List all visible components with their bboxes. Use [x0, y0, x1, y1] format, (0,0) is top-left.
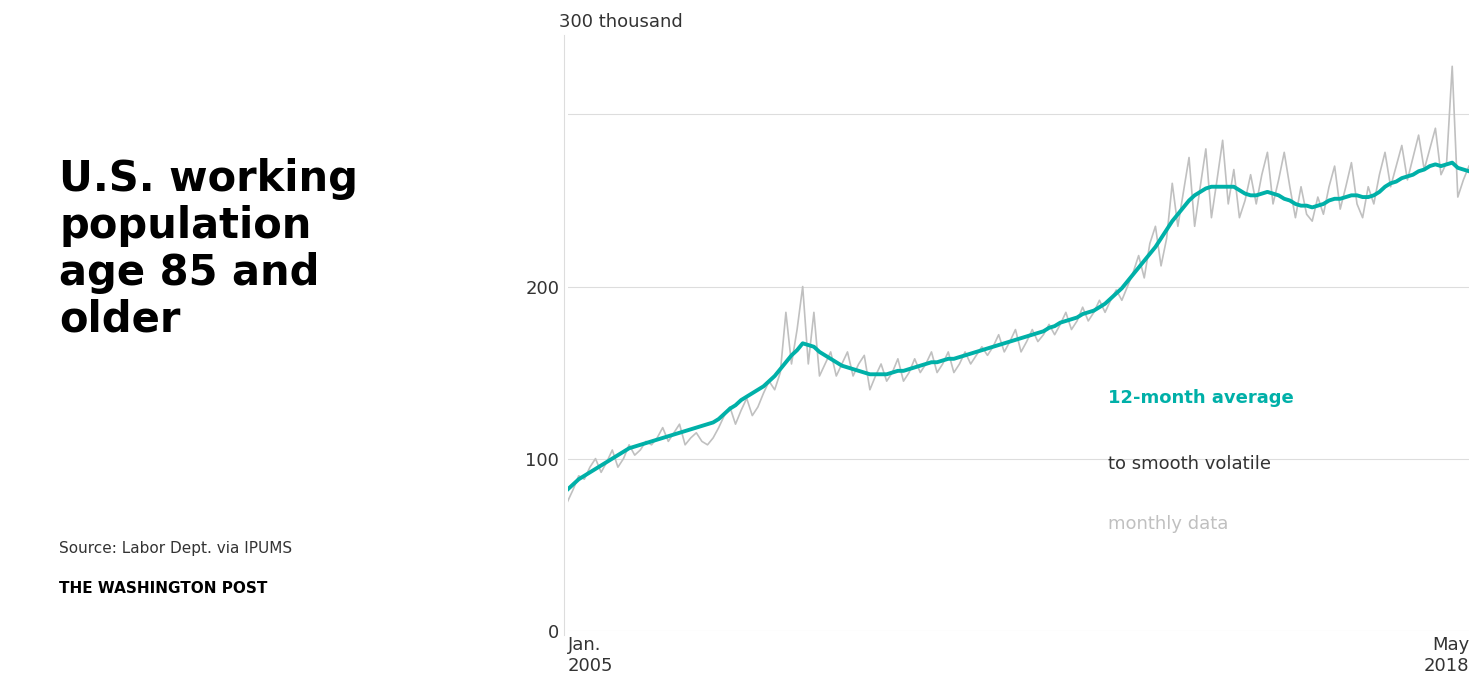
Text: to smooth volatile: to smooth volatile	[1109, 455, 1272, 473]
Text: 12-month average: 12-month average	[1109, 388, 1294, 406]
Text: Source: Labor Dept. via IPUMS: Source: Labor Dept. via IPUMS	[59, 541, 292, 555]
Text: U.S. working
population
age 85 and
older: U.S. working population age 85 and older	[59, 158, 358, 341]
Text: THE WASHINGTON POST: THE WASHINGTON POST	[59, 581, 267, 596]
Text: monthly data: monthly data	[1109, 515, 1229, 533]
Text: 300 thousand: 300 thousand	[558, 13, 683, 31]
